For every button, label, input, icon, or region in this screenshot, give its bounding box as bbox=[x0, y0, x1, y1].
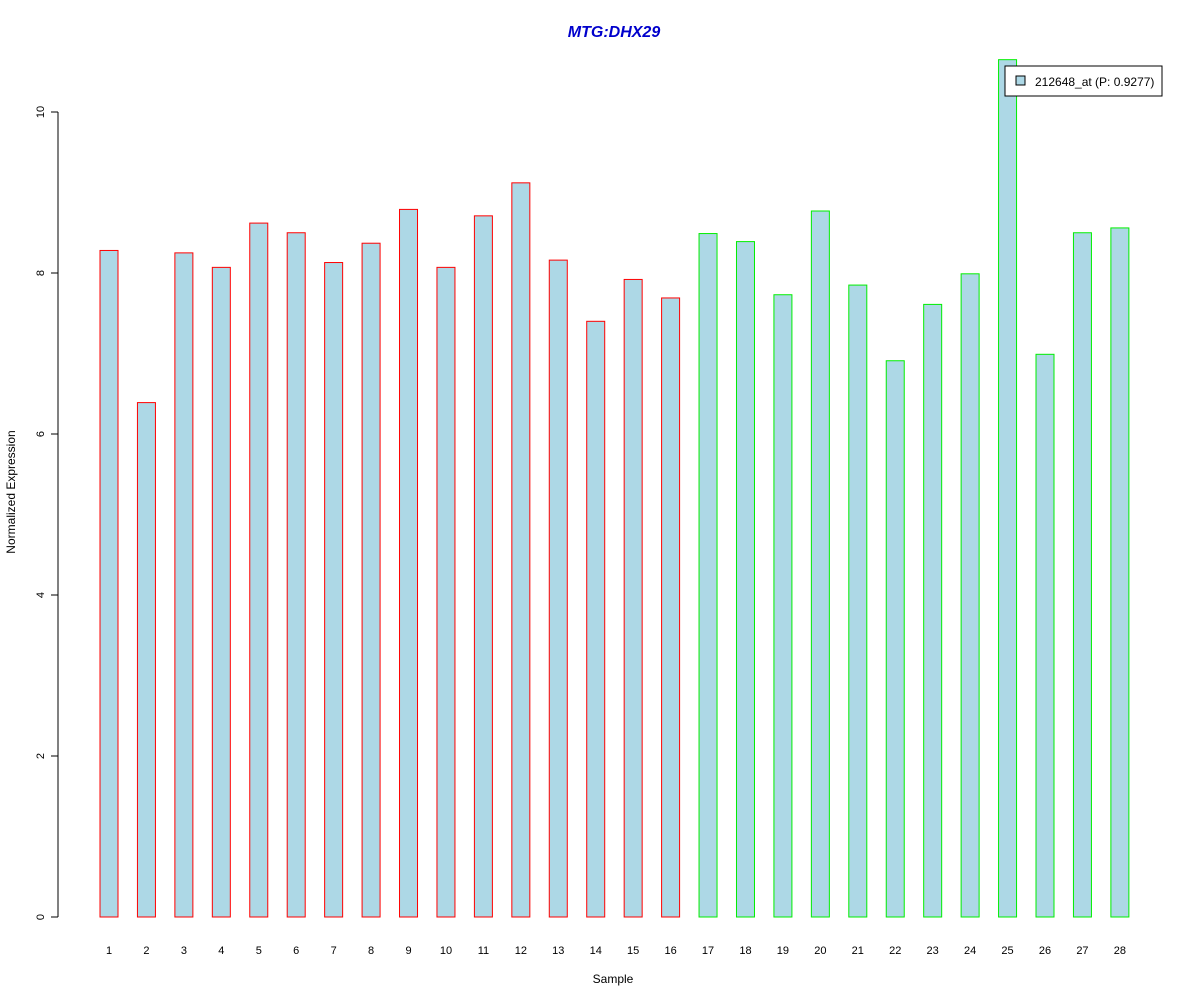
legend-box bbox=[1004, 65, 1163, 97]
x-axis-label: Sample bbox=[593, 972, 634, 986]
x-tick-label: 17 bbox=[702, 945, 714, 957]
x-tick-label: 25 bbox=[1001, 945, 1013, 957]
bar-sample-24 bbox=[960, 273, 980, 918]
x-tick-label: 7 bbox=[331, 945, 337, 957]
bar-sample-19 bbox=[773, 294, 793, 918]
x-tick-label: 10 bbox=[440, 945, 452, 957]
y-tick-label: 4 bbox=[35, 592, 47, 598]
bar-sample-6 bbox=[286, 232, 306, 918]
y-axis: 0 2 4 6 8 10 bbox=[35, 106, 59, 920]
bar-sample-25 bbox=[998, 59, 1018, 918]
bar-sample-10 bbox=[436, 266, 456, 918]
legend-swatch bbox=[1015, 75, 1026, 86]
bar-sample-17 bbox=[698, 233, 718, 918]
x-tick-label: 9 bbox=[405, 945, 411, 957]
x-tick-label: 20 bbox=[814, 945, 826, 957]
x-tick-labels: 1 2 3 4 5 6 7 8 9 10 11 12 13 14 15 16 17 18 19 20 21 22 23 24 2… bbox=[106, 945, 1126, 957]
legend: 212648_at (P: 0.9277) bbox=[1004, 65, 1163, 97]
bar-sample-12 bbox=[511, 182, 531, 918]
bar-sample-3 bbox=[174, 252, 194, 918]
x-tick-label: 27 bbox=[1076, 945, 1088, 957]
bar-sample-18 bbox=[735, 241, 755, 918]
x-tick-label: 1 bbox=[106, 945, 112, 957]
x-tick-label: 11 bbox=[478, 945, 489, 957]
y-tick-label: 6 bbox=[35, 431, 47, 437]
x-tick-label: 5 bbox=[256, 945, 262, 957]
x-tick-label: 15 bbox=[627, 945, 639, 957]
chart-title: MTG:DHX29 bbox=[568, 24, 661, 41]
x-tick-label: 4 bbox=[218, 945, 224, 957]
bar-sample-26 bbox=[1035, 353, 1055, 918]
bar-sample-20 bbox=[810, 210, 830, 918]
x-tick-label: 14 bbox=[590, 945, 602, 957]
x-tick-label: 8 bbox=[368, 945, 374, 957]
bar-sample-7 bbox=[324, 262, 344, 918]
y-tick-label: 0 bbox=[35, 914, 47, 920]
x-tick-label: 21 bbox=[852, 945, 864, 957]
bar-sample-16 bbox=[661, 297, 681, 918]
bar-sample-2 bbox=[136, 402, 156, 918]
bar-sample-27 bbox=[1072, 232, 1092, 918]
x-tick-label: 6 bbox=[293, 945, 299, 957]
x-tick-label: 2 bbox=[143, 945, 149, 957]
x-tick-label: 28 bbox=[1114, 945, 1126, 957]
bar-sample-21 bbox=[848, 284, 868, 918]
x-tick-label: 16 bbox=[664, 945, 676, 957]
bar-sample-8 bbox=[361, 242, 381, 918]
bar-sample-23 bbox=[923, 303, 943, 918]
bar-sample-1 bbox=[99, 249, 119, 918]
y-tick-label: 8 bbox=[35, 270, 47, 276]
x-tick-label: 22 bbox=[889, 945, 901, 957]
x-tick-label: 26 bbox=[1039, 945, 1051, 957]
x-tick-label: 13 bbox=[552, 945, 564, 957]
y-tick-label: 2 bbox=[35, 753, 47, 759]
x-tick-label: 18 bbox=[739, 945, 751, 957]
bar-sample-4 bbox=[211, 266, 231, 918]
bar-sample-15 bbox=[623, 278, 643, 918]
bar-sample-28 bbox=[1110, 227, 1130, 918]
bar-sample-22 bbox=[885, 360, 905, 918]
bar-sample-5 bbox=[249, 222, 269, 918]
y-tick-label: 10 bbox=[35, 106, 47, 118]
x-tick-label: 24 bbox=[964, 945, 976, 957]
bar-sample-11 bbox=[473, 215, 493, 918]
x-tick-label: 3 bbox=[181, 945, 187, 957]
x-tick-label: 23 bbox=[927, 945, 939, 957]
x-tick-label: 12 bbox=[515, 945, 527, 957]
y-axis-label: Normalized Expression bbox=[4, 430, 18, 553]
x-tick-label: 19 bbox=[777, 945, 789, 957]
legend-label: 212648_at (P: 0.9277) bbox=[1035, 75, 1154, 89]
bar-sample-13 bbox=[548, 259, 568, 918]
bar-sample-14 bbox=[586, 320, 606, 918]
bar-sample-9 bbox=[399, 208, 419, 918]
bars-group bbox=[99, 59, 1130, 918]
